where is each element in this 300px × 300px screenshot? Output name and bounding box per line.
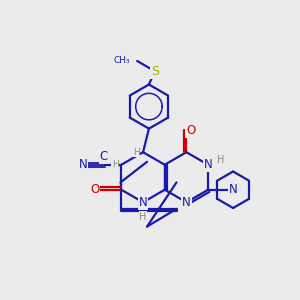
Text: S: S bbox=[151, 65, 159, 78]
Text: N: N bbox=[229, 183, 238, 196]
Text: O: O bbox=[90, 183, 100, 196]
Text: H: H bbox=[218, 155, 225, 165]
Text: N: N bbox=[204, 158, 212, 171]
Text: CH₃: CH₃ bbox=[113, 56, 130, 65]
Text: H: H bbox=[134, 148, 140, 157]
Text: N: N bbox=[182, 196, 191, 209]
Text: H: H bbox=[140, 212, 147, 222]
Text: C: C bbox=[100, 150, 108, 163]
Text: N: N bbox=[139, 196, 147, 209]
Text: H: H bbox=[112, 160, 118, 169]
Text: O: O bbox=[186, 124, 195, 136]
Text: N: N bbox=[79, 158, 88, 171]
